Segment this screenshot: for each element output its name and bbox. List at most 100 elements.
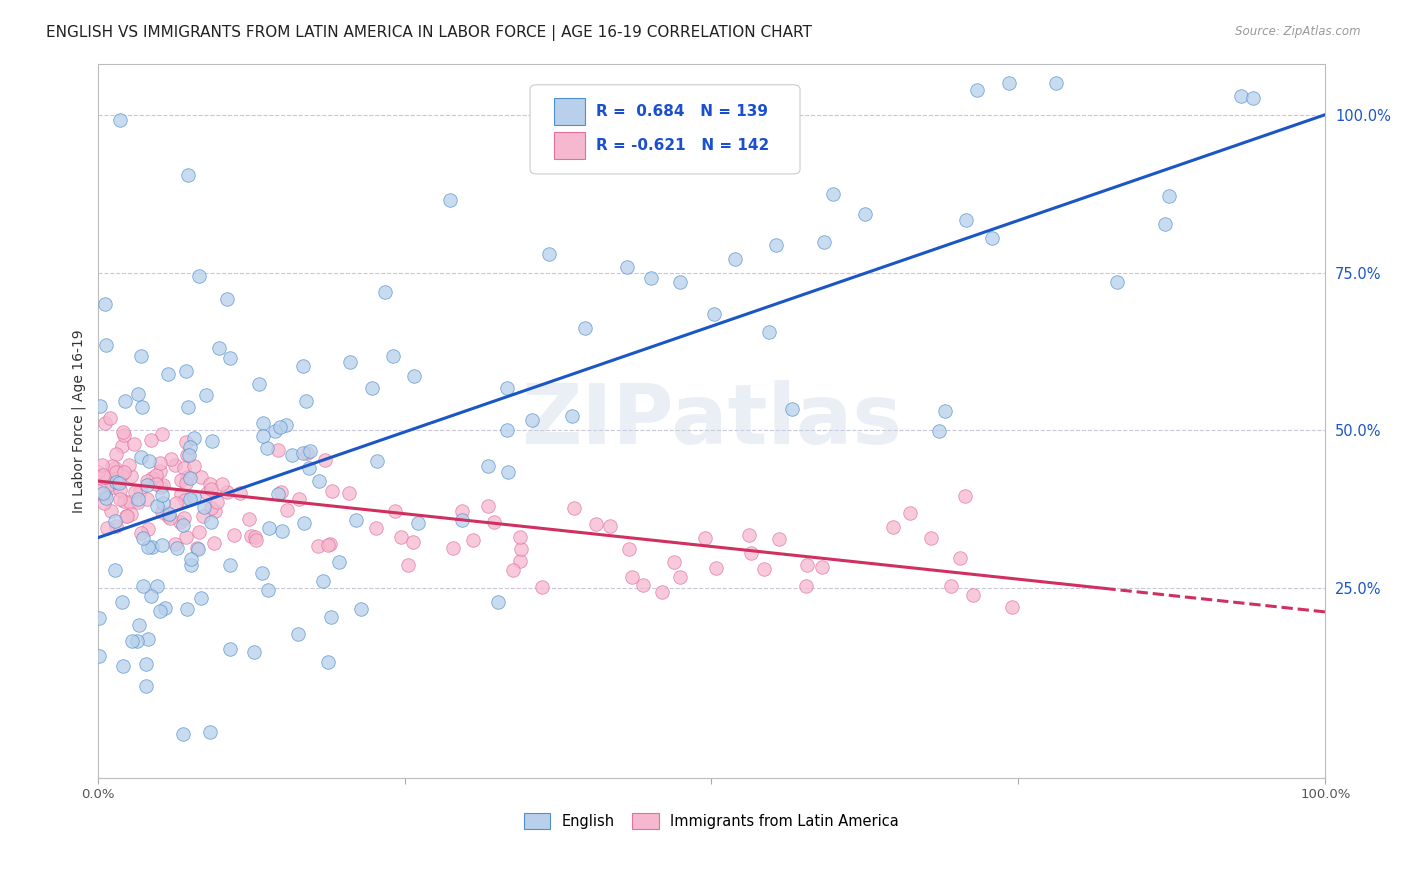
Point: [758, 325, 780, 339]
Point: [328, 555, 350, 569]
Point: [176, 448, 198, 462]
Point: [87, 648, 110, 663]
Point: [366, 453, 388, 467]
Point: [308, 474, 330, 488]
Point: [256, 442, 278, 456]
Point: [737, 528, 759, 542]
Point: [141, 470, 163, 484]
Point: [321, 484, 343, 499]
Point: [143, 473, 166, 487]
Point: [704, 561, 727, 575]
Point: [91, 468, 114, 483]
Point: [114, 493, 136, 508]
Point: [740, 546, 762, 560]
Point: [509, 554, 531, 568]
Point: [145, 468, 167, 483]
Point: [292, 359, 315, 374]
Point: [94, 488, 117, 502]
Point: [496, 465, 519, 479]
Point: [180, 552, 202, 566]
Point: [247, 376, 270, 391]
Point: [170, 487, 193, 501]
Point: [574, 321, 596, 335]
Point: [177, 400, 200, 414]
Point: [179, 440, 201, 454]
Point: [187, 269, 209, 284]
Point: [104, 514, 127, 528]
Point: [135, 491, 157, 506]
Point: [169, 516, 191, 530]
Point: [451, 513, 474, 527]
Point: [125, 633, 148, 648]
Point: [112, 428, 135, 442]
Point: [183, 490, 205, 504]
Point: [150, 488, 173, 502]
Point: [266, 486, 288, 500]
Point: [149, 456, 172, 470]
Point: [396, 558, 419, 572]
Point: [127, 387, 149, 401]
Point: [173, 460, 195, 475]
Point: [562, 500, 585, 515]
Point: [219, 558, 242, 572]
Point: [104, 447, 127, 461]
Point: [165, 458, 187, 472]
Point: [920, 531, 942, 545]
Point: [765, 237, 787, 252]
Point: [100, 504, 122, 518]
Point: [104, 461, 127, 475]
Point: [105, 465, 128, 479]
Point: [150, 480, 173, 494]
Point: [198, 724, 221, 739]
Point: [141, 589, 163, 603]
Point: [90, 471, 112, 485]
Point: [651, 585, 673, 599]
Point: [496, 381, 519, 395]
Point: [94, 297, 117, 311]
Point: [94, 469, 117, 483]
Point: [202, 535, 225, 549]
Point: [111, 595, 134, 609]
Point: [215, 292, 238, 306]
Point: [174, 434, 197, 449]
Point: [93, 496, 115, 510]
Point: [1230, 89, 1253, 103]
Point: [127, 494, 149, 508]
Point: [266, 443, 288, 458]
Point: [599, 519, 621, 533]
Point: [482, 515, 505, 529]
Point: [1157, 189, 1180, 203]
Point: [319, 537, 342, 551]
Point: [461, 533, 484, 547]
Point: [135, 679, 157, 693]
Point: [250, 566, 273, 580]
Point: [821, 187, 844, 202]
Point: [243, 645, 266, 659]
Point: [276, 418, 298, 433]
Point: [191, 509, 214, 524]
Point: [1154, 217, 1177, 231]
Point: [163, 537, 186, 551]
Point: [118, 458, 141, 473]
Point: [794, 579, 817, 593]
Point: [256, 582, 278, 597]
Point: [96, 338, 118, 352]
Point: [114, 508, 136, 523]
Point: [981, 231, 1004, 245]
Point: [174, 531, 197, 545]
Point: [186, 541, 208, 555]
Point: [149, 604, 172, 618]
Point: [1045, 76, 1067, 90]
Point: [477, 500, 499, 514]
Point: [94, 491, 117, 505]
Point: [127, 492, 149, 507]
Point: [155, 601, 177, 615]
Point: [176, 602, 198, 616]
Point: [87, 465, 110, 479]
Point: [136, 540, 159, 554]
Point: [312, 574, 335, 588]
Point: [245, 533, 267, 548]
Point: [239, 529, 262, 543]
Point: [135, 474, 157, 488]
Point: [281, 448, 304, 462]
